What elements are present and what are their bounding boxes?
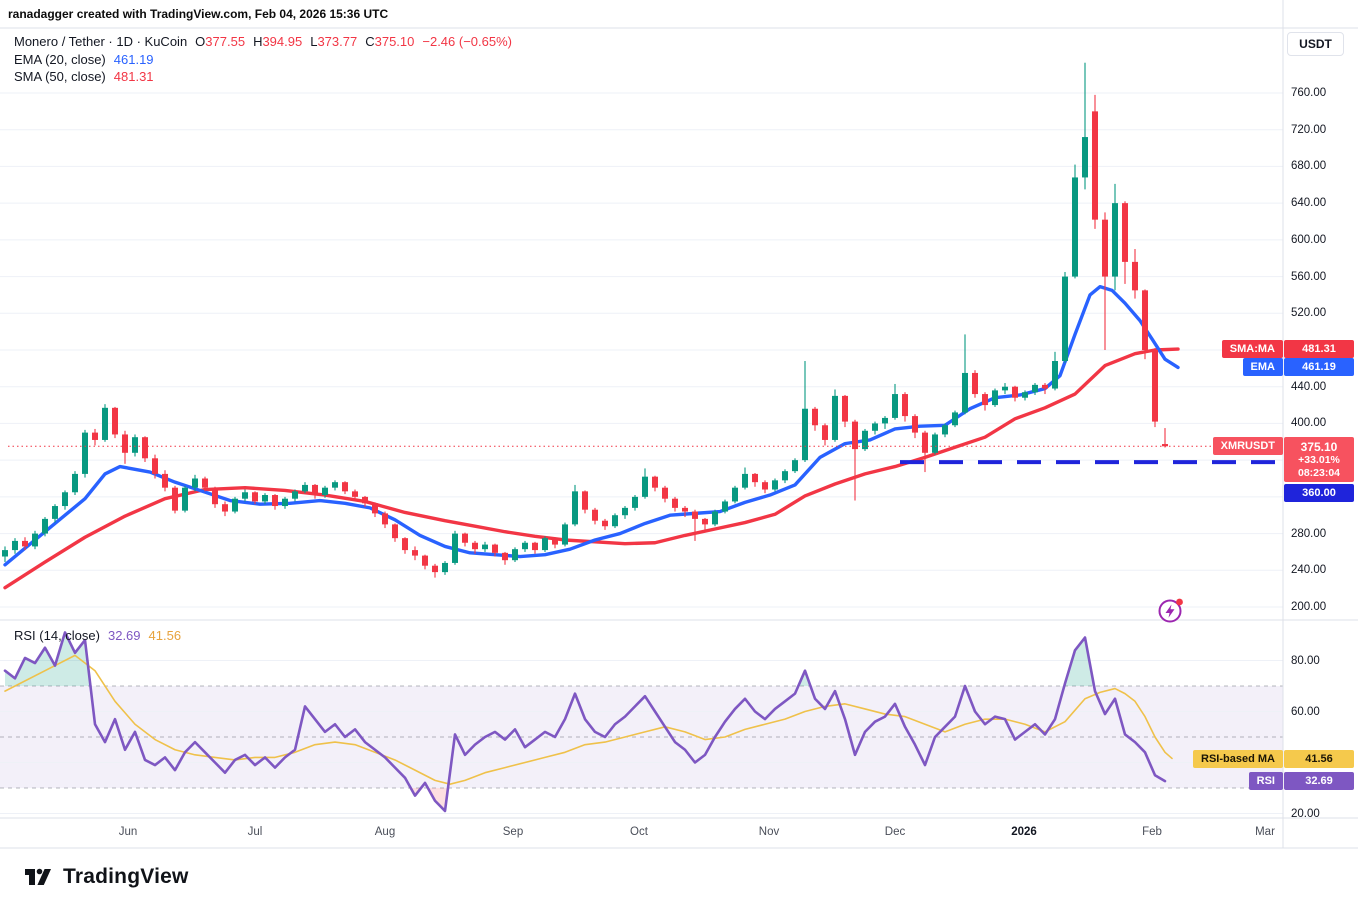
- time-axis-label-jul[interactable]: Jul: [247, 826, 263, 838]
- price-axis-label: 720.00: [1291, 123, 1327, 136]
- time-axis-label-mar[interactable]: Mar: [1255, 826, 1275, 838]
- price-axis-label: 520.00: [1291, 307, 1327, 320]
- rsi-label[interactable]: RSI (14, close): [14, 628, 100, 643]
- price-axis-label: 680.00: [1291, 160, 1327, 173]
- ohlc-value: 375.10: [374, 34, 415, 49]
- ema-legend: EMA (20, close) 461.19: [14, 52, 154, 67]
- sma-label[interactable]: SMA (50, close): [14, 69, 106, 84]
- time-axis-label-nov[interactable]: Nov: [758, 826, 780, 838]
- rsi-legend: RSI (14, close) 32.69 41.56: [14, 628, 181, 643]
- rsi-axis-label: 60.00: [1291, 705, 1320, 718]
- tradingview-logo-icon: [25, 868, 51, 885]
- ohlc-letter: O: [195, 34, 206, 49]
- change-value: −2.46 (−0.65%): [422, 34, 512, 49]
- lightning-flash-icon[interactable]: [1156, 596, 1186, 626]
- price-axis-label: 760.00: [1291, 87, 1327, 99]
- ema-label[interactable]: EMA (20, close): [14, 52, 106, 67]
- rsi-ma-axis-value: 41.56: [1284, 749, 1354, 768]
- symbol-price-badge: XMRUSDT: [1212, 437, 1283, 456]
- symbol-title[interactable]: Monero / Tether · 1D · KuCoin: [14, 34, 188, 49]
- rsi-ma-value: 41.56: [148, 628, 182, 643]
- rsi-axis-badge: RSI: [1248, 772, 1283, 791]
- rsi-axis-value: 32.69: [1284, 772, 1354, 791]
- price-axis-label: 640.00: [1291, 197, 1327, 210]
- rsi-value: 32.69: [107, 628, 141, 643]
- rsi-ma-axis-badge: RSI-based MA: [1193, 749, 1283, 768]
- ema-axis-badge: EMA: [1242, 358, 1283, 377]
- sma-value: 481.31: [113, 69, 154, 84]
- rsi-axis-label: 80.00: [1291, 654, 1320, 667]
- price-axis-label: 600.00: [1291, 233, 1327, 246]
- time-axis-label-2026[interactable]: 2026: [1011, 826, 1037, 838]
- ohlc-value: 373.77: [317, 34, 358, 49]
- price-axis-label: 400.00: [1291, 417, 1327, 430]
- tradingview-logo-text: TradingView: [63, 865, 189, 888]
- ohlc-value: 394.95: [262, 34, 303, 49]
- change-percent-value: +33.01%: [1298, 454, 1340, 467]
- symbol-legend: Monero / Tether · 1D · KuCoin O377.55 H394…: [14, 34, 512, 49]
- time-axis-label-sep[interactable]: Sep: [502, 826, 524, 838]
- price-axis-label: 280.00: [1291, 527, 1327, 540]
- rsi-axis-label: 20.00: [1291, 807, 1320, 820]
- time-axis-label-aug[interactable]: Aug: [374, 826, 396, 838]
- sma-axis-value: 481.31: [1284, 339, 1354, 358]
- price-axis-label: 560.00: [1291, 270, 1327, 283]
- currency-toggle-button[interactable]: USDT: [1287, 32, 1344, 56]
- price-axis-label: 440.00: [1291, 380, 1327, 393]
- ohlc-values: O377.55 H394.95 L373.77 C375.10: [187, 34, 414, 49]
- sma-legend: SMA (50, close) 481.31: [14, 69, 154, 84]
- price-axis-label: 200.00: [1291, 601, 1327, 613]
- time-axis-label-oct[interactable]: Oct: [630, 826, 648, 838]
- time-axis-label-jun[interactable]: Jun: [118, 826, 138, 838]
- ohlc-letter: H: [253, 34, 263, 49]
- last-price-value: 375.10: [1300, 440, 1338, 455]
- ema-axis-value: 461.19: [1284, 358, 1354, 377]
- attribution-text: ranadagger created with TradingView.com,…: [8, 7, 389, 21]
- last-price-axis-block: 375.10 +33.01% 08:23:04: [1284, 437, 1354, 483]
- ohlc-letter: C: [365, 34, 375, 49]
- tradingview-logo[interactable]: TradingView: [24, 864, 189, 890]
- ema-value: 461.19: [113, 52, 154, 67]
- price-axis-label: 240.00: [1291, 564, 1327, 577]
- bar-countdown: 08:23:04: [1297, 467, 1341, 480]
- support-level-axis-value[interactable]: 360.00: [1284, 484, 1354, 503]
- ohlc-value: 377.55: [205, 34, 246, 49]
- time-axis-label-dec[interactable]: Dec: [884, 826, 906, 838]
- time-axis-label-feb[interactable]: Feb: [1142, 826, 1162, 838]
- ohlc-letter: L: [310, 34, 318, 49]
- sma-axis-badge: SMA:MA: [1221, 339, 1283, 358]
